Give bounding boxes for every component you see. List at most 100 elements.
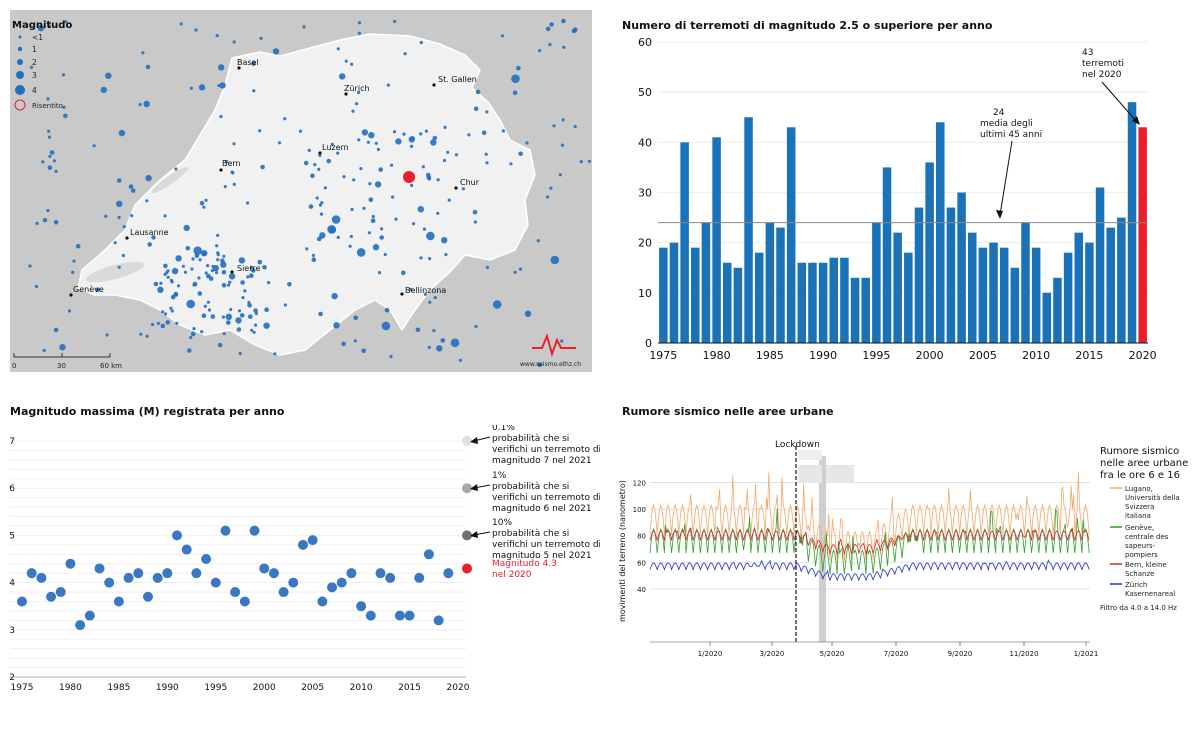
earthquake-dot <box>500 34 505 38</box>
earthquake-dot <box>253 308 258 313</box>
earthquake-dot <box>225 160 229 164</box>
earthquake-dot <box>485 265 490 269</box>
bar-1996 <box>882 167 892 343</box>
earthquake-dot <box>170 294 176 300</box>
bar-xtick-label: 1980 <box>703 349 731 362</box>
annotation-5-arrow-head-icon <box>470 531 478 538</box>
scatter-point-1977 <box>36 572 47 583</box>
bar-2020 <box>1138 127 1147 343</box>
earthquake-dot <box>243 289 247 293</box>
earthquake-dot <box>223 185 227 189</box>
scatter-ytick-label: 4 <box>9 579 15 589</box>
annotation-6-line3: verifichi un terremoto di <box>492 493 600 503</box>
earthquake-dot <box>170 280 174 284</box>
earthquake-dot <box>139 332 143 336</box>
earthquake-dot <box>204 198 208 202</box>
earthquake-dot <box>376 147 380 152</box>
earthquake-dot <box>29 65 34 69</box>
earthquake-dot <box>75 243 81 249</box>
earthquake-dot <box>221 270 227 275</box>
earthquake-dot <box>153 281 159 287</box>
bar-ytick-label: 0 <box>645 337 652 350</box>
earthquake-dot <box>218 64 225 71</box>
earthquake-dots <box>28 18 592 368</box>
bar-1986 <box>776 227 785 343</box>
earthquake-dot <box>145 174 152 182</box>
earthquake-dot <box>181 264 185 268</box>
earthquake-dot <box>353 315 359 321</box>
earthquake-dot <box>561 18 566 24</box>
noise-axes: 40 60 80 100 120 1/2020 3/2020 5/2020 7/2020 9/20… <box>633 480 1099 658</box>
scatter-ytick-label: 3 <box>9 626 15 636</box>
earthquake-dot <box>389 163 394 167</box>
noise-xtick-label: 1/2020 <box>698 650 723 658</box>
bar-xtick-label: 1975 <box>649 349 677 362</box>
earthquake-dot <box>318 311 323 317</box>
earthquake-dot <box>361 129 369 136</box>
earthquake-dot <box>287 282 292 287</box>
scale-label-0: 0 <box>12 362 16 370</box>
earthquake-dot <box>283 303 287 307</box>
earthquake-dot <box>53 220 59 225</box>
bar-1999 <box>914 207 924 343</box>
earthquake-dot <box>169 306 173 310</box>
earthquake-dot <box>174 167 178 171</box>
scatter-xtick-label: 2020 <box>447 683 470 693</box>
bar-1992 <box>840 257 849 343</box>
annotation-2020-line2: terremoti <box>1082 59 1124 69</box>
earthquake-dot <box>537 362 542 368</box>
scatter-xtick-label: 1995 <box>204 683 227 693</box>
earthquake-dot <box>417 206 424 213</box>
earthquake-dot <box>277 141 282 145</box>
earthquake-dot <box>237 309 242 313</box>
earthquake-dot <box>357 31 361 35</box>
earthquake-dot <box>319 212 324 216</box>
earthquake-dot <box>380 227 384 231</box>
annotation-7-line3: verifichi un terremoto di <box>492 445 600 455</box>
earthquake-dot <box>550 255 560 265</box>
city-label: Basel <box>237 58 259 67</box>
scatter-xtick-label: 2000 <box>253 683 276 693</box>
earthquake-dot <box>48 24 52 28</box>
legend-bern-1: Bern, kleine <box>1125 561 1167 569</box>
earthquake-dot <box>524 310 532 317</box>
scatter-point-2013 <box>385 572 396 583</box>
filter-note: Filtro da 4.0 a 14.0 Hz <box>1100 604 1177 612</box>
earthquake-dot <box>443 125 447 129</box>
scatter-point-1982 <box>84 610 95 621</box>
earthquake-dot <box>391 195 395 199</box>
earthquake-dot <box>467 133 471 137</box>
earthquake-dot <box>403 52 407 56</box>
earthquake-dot <box>371 214 375 219</box>
earthquake-dot <box>198 84 206 91</box>
felt-earthquake-dot <box>403 171 415 183</box>
scatter-point-1994 <box>201 554 212 564</box>
earthquake-dot <box>357 138 361 142</box>
earthquake-dot <box>121 253 125 258</box>
earthquake-dot <box>34 284 39 289</box>
earthquake-dot <box>383 252 387 257</box>
earthquake-dot <box>47 129 51 133</box>
earthquake-dot <box>368 182 372 186</box>
scatter-point-2010 <box>356 601 367 612</box>
earthquake-dot <box>232 182 236 186</box>
earthquake-dot <box>446 150 450 154</box>
legend-dot-lt1 <box>18 35 22 39</box>
noise-line-2 <box>649 526 1090 556</box>
bar-2007 <box>999 247 1009 343</box>
earthquake-dot <box>430 139 437 146</box>
earthquake-dot <box>423 292 427 296</box>
earthquake-dot <box>199 200 205 206</box>
earthquake-dot <box>377 271 382 275</box>
bar-2009 <box>1021 222 1030 343</box>
earthquake-dot <box>186 299 195 309</box>
earthquake-dot <box>145 334 149 338</box>
earthquake-dot <box>215 34 219 38</box>
annotation-6-line1: 1% <box>492 471 507 481</box>
legend-geneve-4: pompiers <box>1125 551 1158 559</box>
legend-geneve-3: sapeurs- <box>1125 542 1156 550</box>
scatter-point-2000 <box>259 563 270 574</box>
bar-ytick-label: 60 <box>638 36 652 49</box>
earthquake-dot <box>473 220 477 224</box>
earthquake-dot <box>37 24 45 32</box>
